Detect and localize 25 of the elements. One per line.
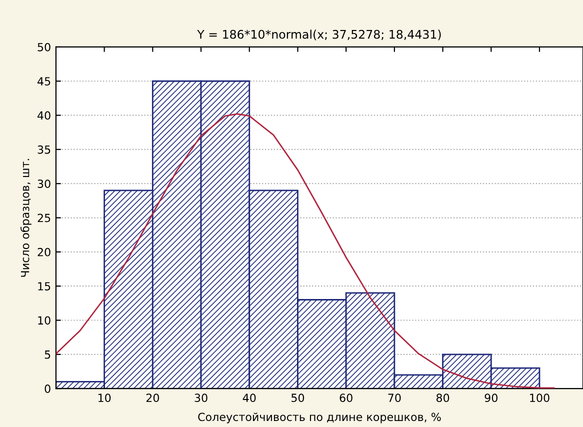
x-tick-label: 30: [194, 394, 208, 402]
y-tick-label: 35: [38, 145, 50, 154]
y-axis-title: Число образцов, шт.: [20, 158, 32, 277]
x-tick-label: 20: [146, 394, 160, 402]
x-tick-label: 50: [292, 394, 304, 402]
x-tick-label: 60: [340, 394, 352, 402]
y-tick-label: 30: [38, 180, 50, 188]
x-tick-label: 70: [388, 394, 401, 402]
y-tick-label: 5: [44, 350, 50, 359]
x-tick-label: 100: [530, 394, 550, 402]
chart-title: Y = 186*10*normal(x; 37,5278; 18,4431): [197, 30, 441, 40]
y-tick-label: 20: [38, 248, 50, 256]
line-series: [56, 113, 555, 389]
y-tick-label: 45: [38, 77, 50, 86]
y-tick-label: 25: [38, 214, 50, 222]
y-tick-label: 0: [44, 384, 50, 393]
y-tick-label: 10: [38, 316, 50, 325]
x-tick-label: 40: [242, 394, 256, 402]
x-tick-label: 90: [484, 394, 498, 402]
x-axis-title: Солеустойчивость по длине корешков, %: [198, 412, 441, 424]
y-tick-label: 40: [38, 111, 50, 120]
x-tick-label: 10: [98, 394, 111, 402]
x-tick-label: 80: [436, 394, 450, 402]
y-tick-label: 15: [38, 282, 50, 290]
y-tick-label: 50: [38, 42, 50, 52]
